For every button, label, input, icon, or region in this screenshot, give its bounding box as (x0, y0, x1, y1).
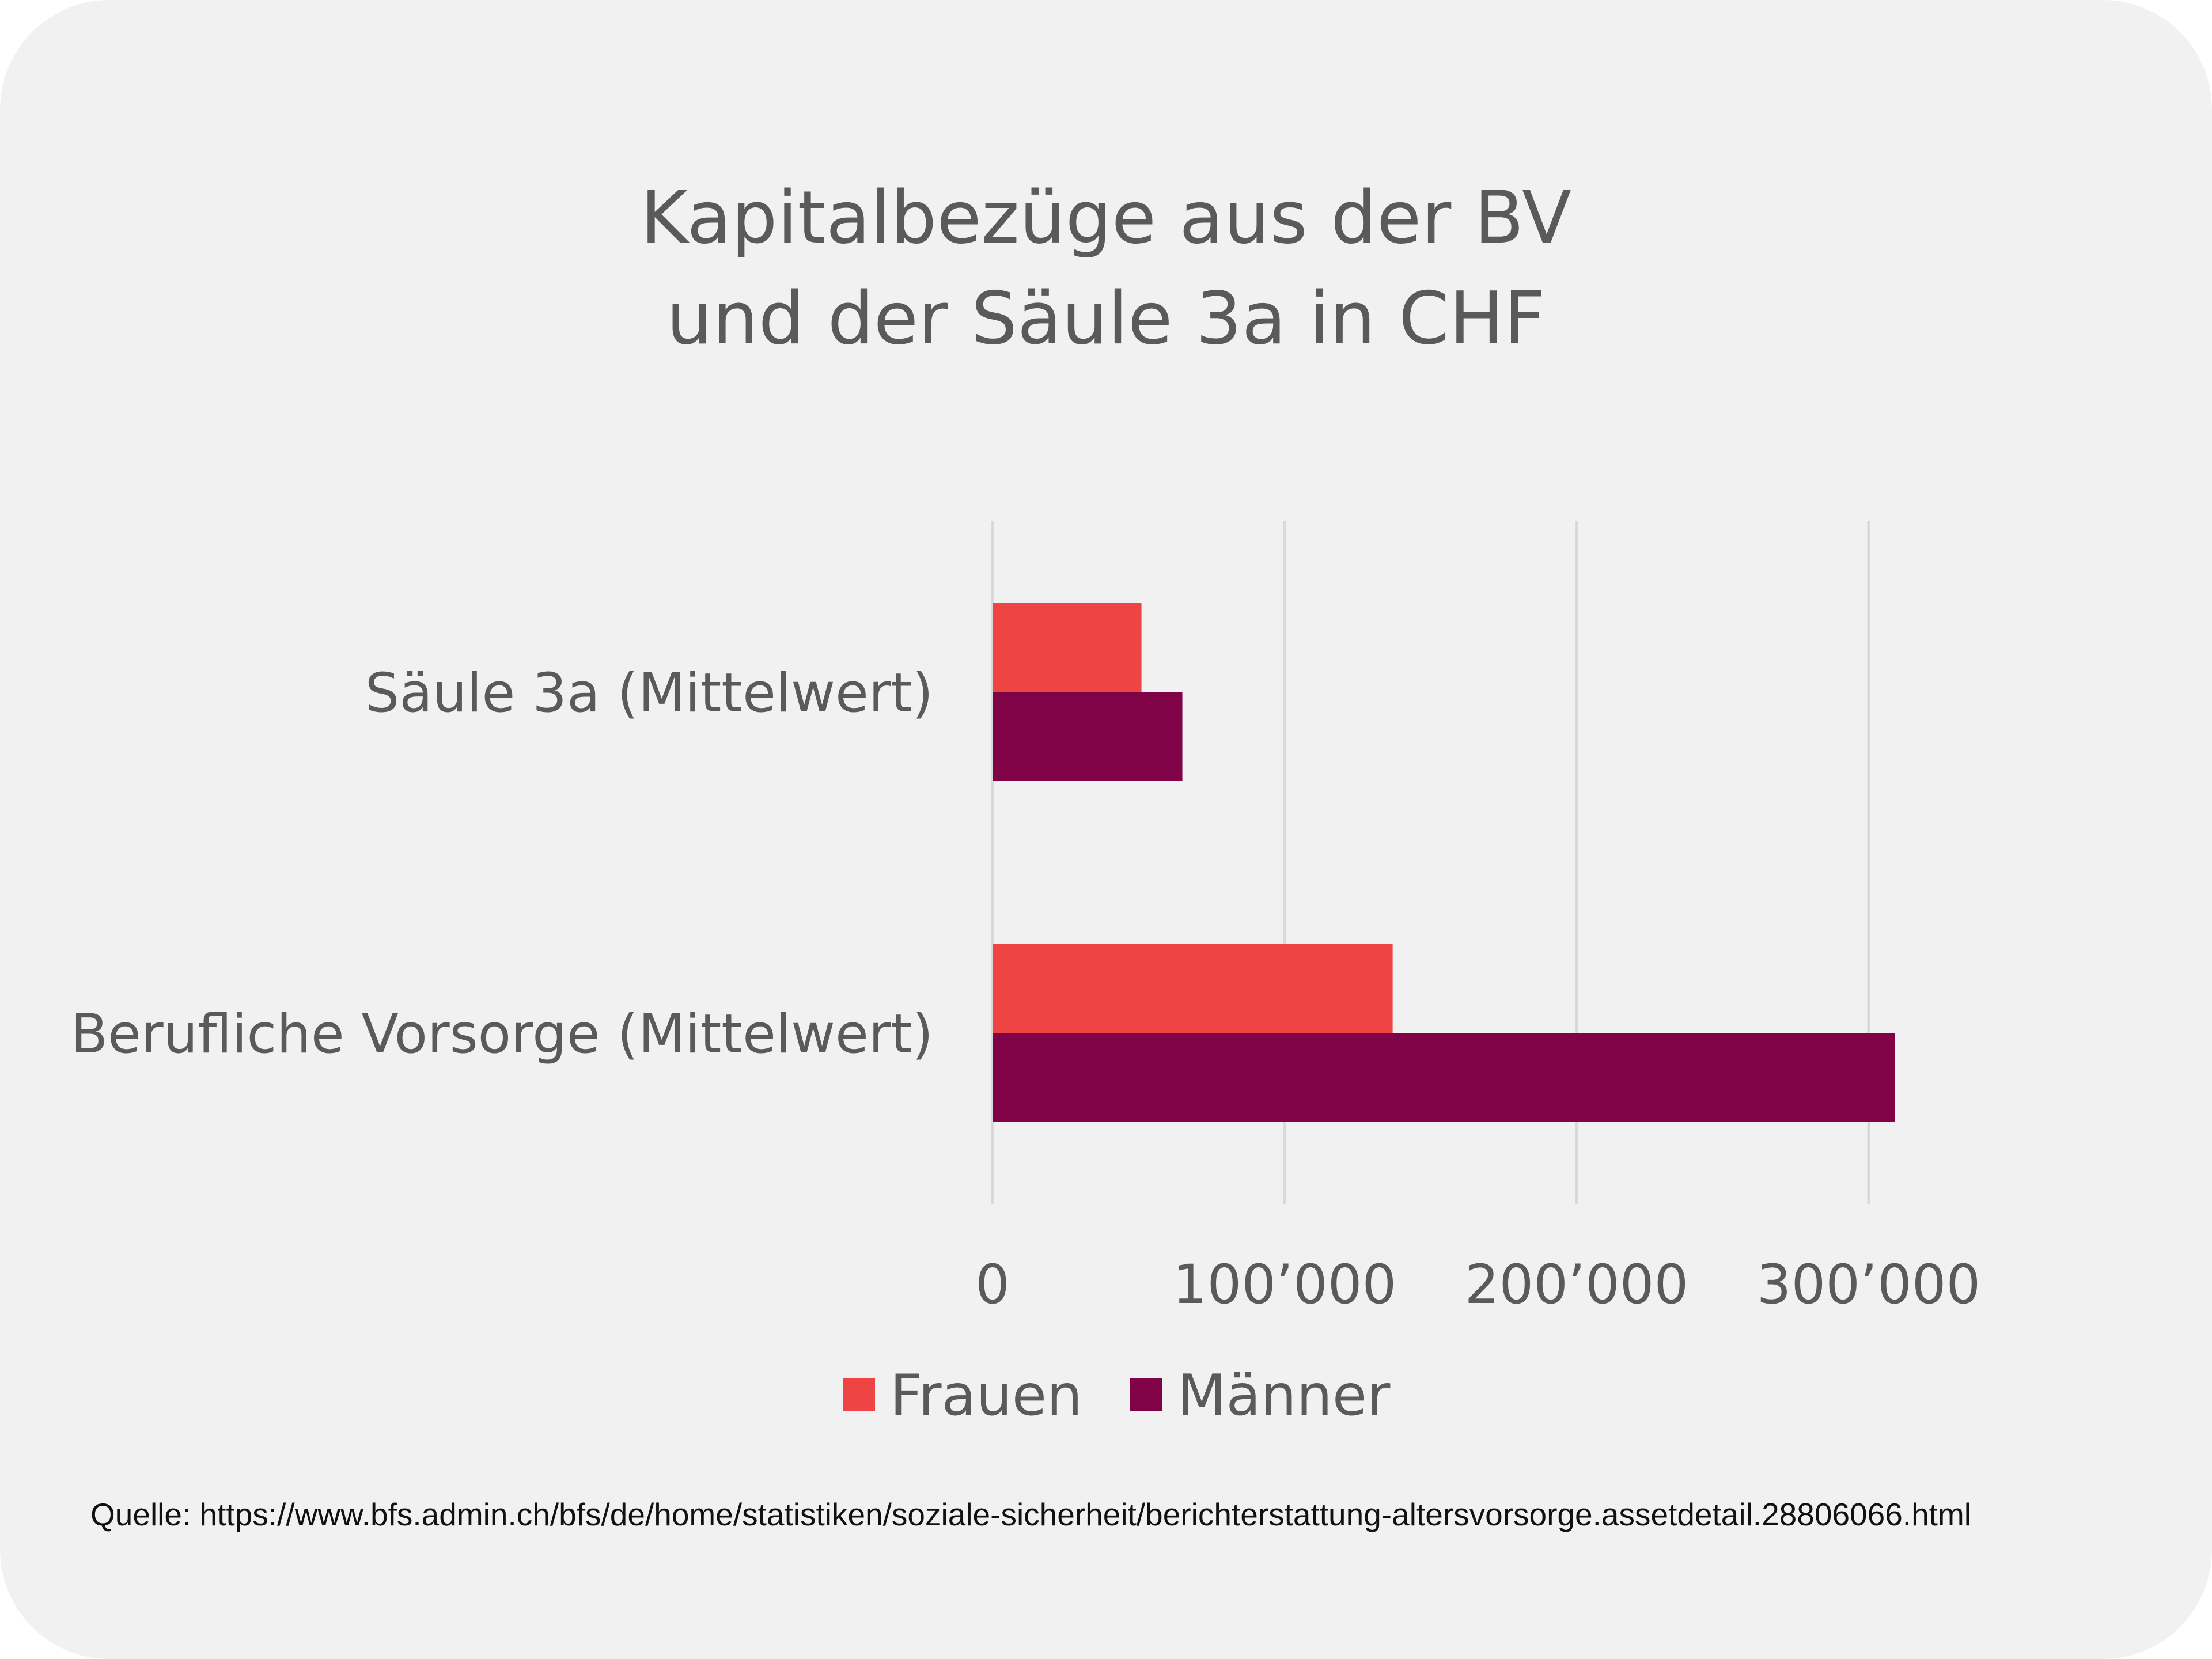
x-tick-label: 0 (975, 1253, 1010, 1316)
bar-maenner (993, 1033, 1895, 1122)
bar-frauen (993, 944, 1393, 1033)
bar-frauen (993, 603, 1142, 692)
category-label: Säule 3a (Mittelwert) (365, 662, 933, 725)
legend-swatch-maenner (1130, 1378, 1162, 1411)
chart-title-line-1: Kapitalbezüge aus der BV (640, 175, 1572, 260)
category-labels: Säule 3a (Mittelwert) Berufliche Vorsorge… (71, 662, 933, 1066)
chart-title: Kapitalbezüge aus der BV und der Säule 3… (0, 167, 2212, 369)
bars (993, 603, 1895, 1122)
x-tick-label: 100’000 (1173, 1253, 1397, 1316)
source-note: Quelle: https://www.bfs.admin.ch/bfs/de/… (90, 1497, 1971, 1532)
legend-label-frauen: Frauen (890, 1363, 1082, 1429)
category-label: Berufliche Vorsorge (Mittelwert) (71, 1003, 933, 1066)
legend-label-maenner: Männer (1177, 1363, 1391, 1429)
legend: Frauen Männer (843, 1363, 1391, 1429)
legend-swatch-frauen (843, 1378, 875, 1411)
x-tick-label: 300’000 (1757, 1253, 1981, 1316)
chart-title-line-2: und der Säule 3a in CHF (666, 276, 1546, 361)
x-tick-labels: 0 100’000 200’000 300’000 (975, 1253, 1980, 1316)
bar-maenner (993, 692, 1183, 781)
x-tick-label: 200’000 (1465, 1253, 1689, 1316)
